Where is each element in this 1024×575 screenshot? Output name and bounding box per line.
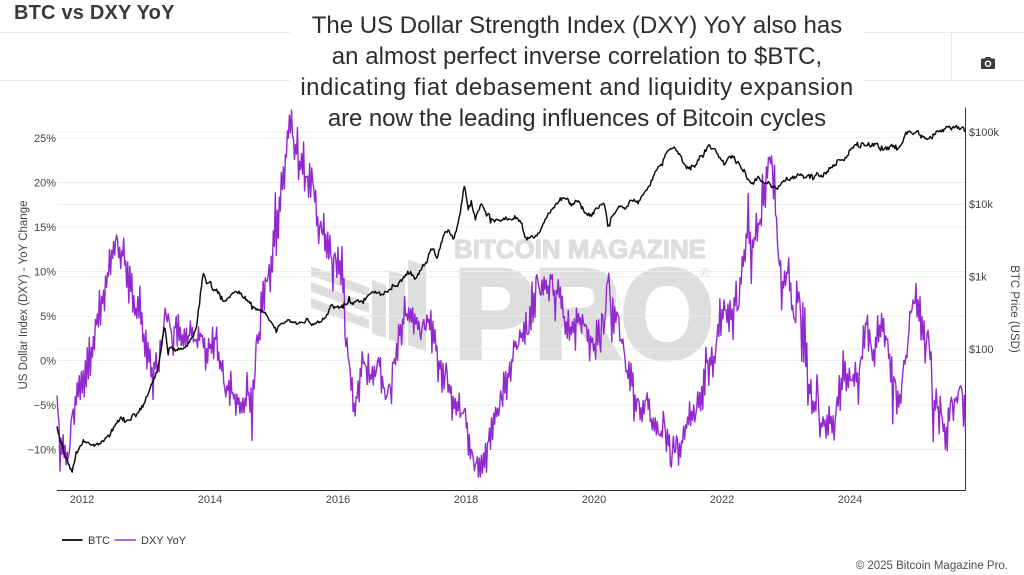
svg-text:®: ® [700,265,710,280]
svg-text:2020: 2020 [582,494,606,506]
svg-text:2014: 2014 [198,494,222,506]
svg-text:BTC: BTC [88,535,110,547]
svg-text:10%: 10% [34,266,56,278]
svg-text:US Dollar Index (DXY) - YoY Ch: US Dollar Index (DXY) - YoY Change [18,201,30,390]
svg-text:DXY YoY: DXY YoY [141,535,187,547]
svg-text:15%: 15% [34,222,56,234]
svg-text:2022: 2022 [710,494,734,506]
svg-text:0%: 0% [40,355,56,367]
svg-text:5%: 5% [40,311,56,323]
svg-text:20%: 20% [34,177,56,189]
svg-text:2016: 2016 [326,494,350,506]
svg-text:25%: 25% [34,133,56,145]
svg-text:PRO: PRO [454,243,714,385]
svg-text:−10%: −10% [28,444,57,456]
svg-text:BITCOIN MAGAZINE: BITCOIN MAGAZINE [454,234,706,264]
svg-text:$10k: $10k [969,199,993,211]
svg-text:2018: 2018 [454,494,478,506]
svg-text:BTC Price (USD): BTC Price (USD) [1008,265,1020,353]
svg-text:2024: 2024 [838,494,862,506]
svg-text:$1k: $1k [969,272,987,284]
svg-text:2012: 2012 [70,494,94,506]
svg-text:$100: $100 [969,344,993,356]
svg-text:−5%: −5% [34,400,57,412]
